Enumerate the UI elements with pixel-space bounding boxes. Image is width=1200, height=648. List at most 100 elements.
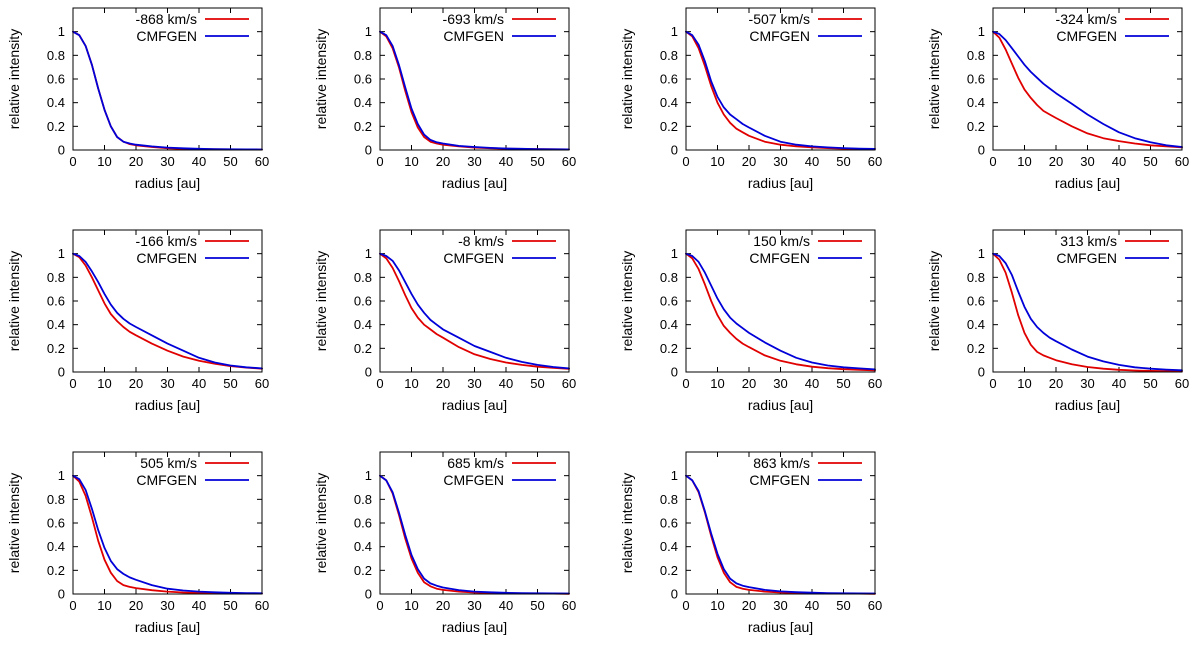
y-tick-label: 0.8 [967, 270, 985, 285]
y-tick-label: 0.8 [660, 492, 678, 507]
y-axis-label: relative intensity [6, 29, 22, 129]
legend-label: CMFGEN [443, 250, 504, 266]
x-axis-label: radius [au] [135, 397, 200, 413]
y-tick-label: 0.8 [354, 270, 372, 285]
y-tick-label: 0 [58, 365, 65, 380]
x-tick-label: 10 [97, 376, 111, 391]
y-tick-label: 0.4 [660, 95, 678, 110]
series-line-cmfgen [685, 30, 876, 150]
series-line-model [72, 252, 263, 370]
y-tick-label: 0.4 [967, 317, 985, 332]
y-tick-label: 0 [978, 365, 985, 380]
x-tick-label: 20 [129, 154, 143, 169]
y-tick-label: 0.4 [354, 317, 372, 332]
x-tick-label: 10 [404, 598, 418, 613]
x-tick-label: 30 [467, 376, 481, 391]
x-tick-label: 60 [562, 376, 576, 391]
x-axis-label: radius [au] [1055, 175, 1120, 191]
series-line-cmfgen [379, 30, 570, 151]
y-tick-label: 0 [365, 587, 372, 602]
chart-panel: 0 10 20 30 40 50 60 0 0.2 0.4 0.6 0.8 1 radius [au] re… [6, 229, 269, 413]
y-tick-label: 0.2 [660, 563, 678, 578]
y-tick-label: 0.2 [660, 341, 678, 356]
y-tick-label: 0.8 [47, 270, 65, 285]
x-tick-label: 10 [710, 376, 724, 391]
y-tick-label: 0.2 [660, 119, 678, 134]
x-tick-label: 40 [192, 376, 206, 391]
x-tick-label: 40 [499, 376, 513, 391]
y-axis-label: relative intensity [313, 29, 329, 129]
x-tick-label: 20 [129, 598, 143, 613]
x-tick-label: 60 [868, 598, 882, 613]
y-tick-label: 0 [365, 143, 372, 158]
y-tick-label: 0.4 [967, 95, 985, 110]
x-tick-label: 60 [1175, 376, 1189, 391]
y-tick-label: 0.2 [967, 119, 985, 134]
y-tick-label: 0.6 [354, 294, 372, 309]
x-tick-label: 40 [805, 376, 819, 391]
x-tick-label: 60 [868, 376, 882, 391]
x-tick-label: 50 [836, 376, 850, 391]
x-tick-label: 60 [255, 598, 269, 613]
x-tick-label: 20 [436, 154, 450, 169]
legend-label: CMFGEN [136, 250, 197, 266]
legend-label: -868 km/s [136, 11, 197, 27]
y-axis-label: relative intensity [6, 251, 22, 351]
y-tick-label: 0 [58, 143, 65, 158]
plot-frame [379, 229, 570, 373]
y-tick-label: 0.6 [354, 516, 372, 531]
x-tick-label: 30 [773, 376, 787, 391]
series-line-cmfgen [992, 252, 1183, 372]
series-line-model [685, 474, 876, 595]
series-line-cmfgen [72, 252, 263, 370]
x-tick-label: 40 [192, 154, 206, 169]
legend-label: -8 km/s [458, 233, 504, 249]
x-tick-label: 50 [530, 376, 544, 391]
x-axis-label: radius [au] [748, 619, 813, 635]
y-tick-label: 0 [365, 365, 372, 380]
y-tick-label: 0.6 [660, 516, 678, 531]
y-tick-label: 0.6 [47, 72, 65, 87]
x-tick-label: 40 [499, 154, 513, 169]
y-tick-label: 0.6 [660, 72, 678, 87]
x-tick-label: 0 [376, 376, 383, 391]
x-tick-label: 40 [499, 598, 513, 613]
x-tick-label: 40 [192, 598, 206, 613]
legend-label: CMFGEN [1056, 250, 1117, 266]
x-tick-label: 40 [1112, 376, 1126, 391]
x-tick-label: 60 [1175, 154, 1189, 169]
x-axis-label: radius [au] [442, 619, 507, 635]
x-tick-label: 0 [69, 376, 76, 391]
series-line-model [72, 30, 263, 151]
x-tick-label: 0 [989, 154, 996, 169]
x-tick-label: 0 [682, 154, 689, 169]
y-tick-label: 0.4 [660, 317, 678, 332]
y-tick-label: 1 [365, 246, 372, 261]
legend-label: CMFGEN [749, 472, 810, 488]
y-tick-label: 0.8 [354, 48, 372, 63]
x-tick-label: 50 [1143, 376, 1157, 391]
legend-label: CMFGEN [1056, 28, 1117, 44]
y-tick-label: 0.8 [660, 48, 678, 63]
y-tick-label: 1 [58, 24, 65, 39]
y-tick-label: 0.6 [967, 294, 985, 309]
x-tick-label: 50 [223, 154, 237, 169]
y-axis-label: relative intensity [313, 473, 329, 573]
y-tick-label: 1 [58, 468, 65, 483]
plot-frame [72, 451, 263, 595]
series-line-cmfgen [685, 252, 876, 371]
x-tick-label: 60 [562, 598, 576, 613]
y-tick-label: 0.2 [47, 119, 65, 134]
x-tick-label: 50 [836, 598, 850, 613]
legend-label: CMFGEN [136, 28, 197, 44]
x-tick-label: 20 [436, 598, 450, 613]
y-tick-label: 0.8 [47, 48, 65, 63]
x-tick-label: 10 [404, 154, 418, 169]
x-tick-label: 0 [682, 376, 689, 391]
x-tick-label: 20 [742, 598, 756, 613]
x-tick-label: 20 [129, 376, 143, 391]
x-tick-label: 50 [530, 154, 544, 169]
y-tick-label: 0.6 [47, 294, 65, 309]
chart-panel: 0 10 20 30 40 50 60 0 0.2 0.4 0.6 0.8 1 radius [au] re… [313, 451, 576, 635]
x-tick-label: 0 [989, 376, 996, 391]
